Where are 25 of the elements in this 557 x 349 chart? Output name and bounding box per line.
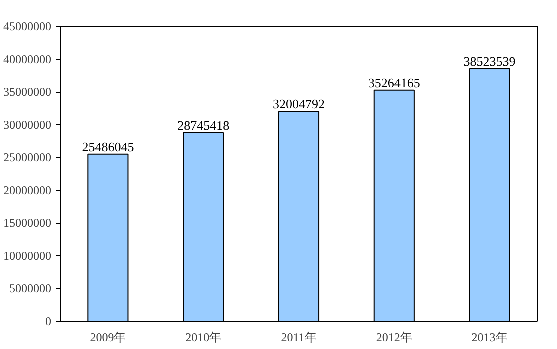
data-label: 25486045 — [82, 139, 134, 154]
y-tick-label: 25000000 — [4, 150, 52, 165]
y-tick-label: 35000000 — [4, 85, 52, 100]
data-label: 35264165 — [368, 75, 420, 90]
bar — [183, 132, 224, 322]
x-tick-label: 2012年 — [376, 330, 412, 344]
x-tick-label: 2010年 — [186, 330, 222, 344]
bar — [469, 68, 510, 322]
y-tick-label: 5000000 — [10, 282, 52, 296]
data-label: 32004792 — [273, 96, 325, 112]
data-label: 38523539 — [464, 54, 516, 69]
y-tick-label: 45000000 — [4, 20, 52, 34]
y-tick-label: 0 — [46, 314, 52, 328]
data-label: 28745418 — [178, 118, 230, 134]
bar — [88, 154, 129, 322]
y-tick-label: 10000000 — [4, 248, 52, 263]
x-tick-label: 2013年 — [472, 330, 508, 344]
y-tick-label: 40000000 — [4, 52, 52, 66]
x-tick-label: 2009年 — [90, 330, 126, 344]
y-tick-label: 20000000 — [4, 183, 52, 198]
y-tick-label: 30000000 — [4, 118, 52, 132]
x-tick-label: 2011年 — [281, 330, 317, 344]
y-tick-label: 15000000 — [4, 216, 52, 230]
bar — [278, 111, 320, 322]
bar — [374, 90, 415, 322]
